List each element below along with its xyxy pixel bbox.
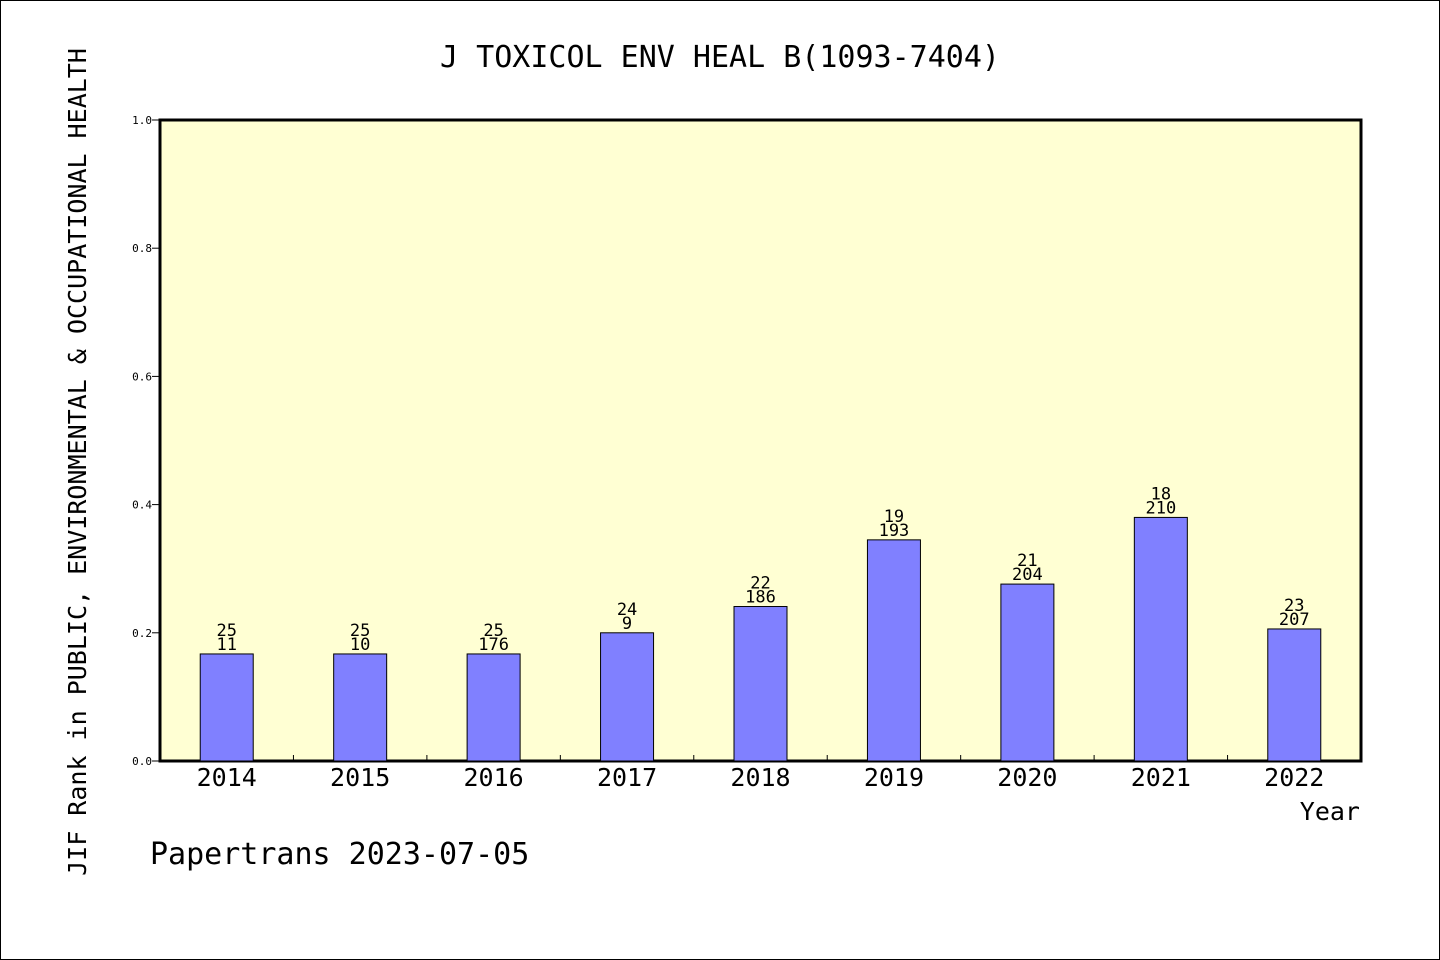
bar-label-bottom: 10: [350, 635, 370, 655]
x-tick-label: 2019: [864, 763, 924, 792]
bar-label-top: 25: [216, 621, 236, 641]
bar-2015: [333, 653, 388, 762]
bar-label-top: 19: [884, 507, 904, 527]
x-tick-label: 2021: [1131, 763, 1191, 792]
x-tick-label: 2018: [730, 763, 790, 792]
footer-text: Papertrans 2023-07-05: [150, 837, 529, 872]
y-tick-label: 0.4: [132, 499, 152, 512]
bar-label-bottom: 210: [1145, 498, 1176, 518]
bar-label-bottom: 204: [1012, 565, 1043, 585]
bar-label-top: 25: [350, 621, 370, 641]
y-axis: 0.0 0.2 0.4 0.6 0.8 1.0: [132, 114, 160, 768]
bar-label-top: 25: [483, 621, 503, 641]
bar-2016: [466, 653, 521, 762]
y-tick-label: 0.6: [132, 370, 152, 383]
bar-label-bottom: 207: [1279, 610, 1310, 630]
x-axis: 2014 2015 2016 2017 2018 2019 2020 2021 2022: [197, 755, 1324, 792]
bar-label-bottom: 193: [879, 521, 910, 541]
bar-label-bottom: 186: [745, 588, 776, 608]
y-tick-label: 0.8: [132, 242, 152, 255]
x-tick-label: 2016: [464, 763, 524, 792]
x-tick-label: 2017: [597, 763, 657, 792]
x-tick-label: 2015: [330, 763, 390, 792]
bar-2017: [600, 632, 655, 762]
bar-label-top: 24: [617, 600, 637, 620]
bar-label-top: 21: [1017, 551, 1037, 571]
y-axis-label: JIF Rank in PUBLIC, ENVIRONMENTAL & OCCU…: [63, 48, 92, 876]
bar-label-top: 22: [750, 574, 770, 594]
bar-label-bottom: 176: [478, 635, 509, 655]
bars: 2511251025176249221861919321204182102320…: [199, 484, 1322, 762]
bar-2018: [733, 606, 788, 762]
y-tick-label: 1.0: [132, 114, 152, 127]
bar-2014: [199, 653, 254, 762]
y-tick-label: 0.2: [132, 627, 152, 640]
bar-label-top: 23: [1284, 596, 1304, 616]
y-tick-label: 0.0: [132, 755, 152, 768]
bar-2019: [866, 539, 921, 762]
x-axis-label: Year: [1300, 797, 1360, 826]
bar-2022: [1267, 628, 1322, 762]
bar-label-top: 18: [1151, 484, 1171, 504]
bar-2020: [1000, 583, 1055, 762]
x-tick-label: 2022: [1264, 763, 1324, 792]
bar-label-bottom: 9: [622, 614, 632, 634]
bar-label-bottom: 11: [216, 635, 236, 655]
x-tick-label: 2020: [997, 763, 1057, 792]
x-tick-label: 2014: [197, 763, 257, 792]
chart-title: J TOXICOL ENV HEAL B(1093-7404): [440, 40, 1000, 75]
bar-2021: [1133, 516, 1188, 762]
